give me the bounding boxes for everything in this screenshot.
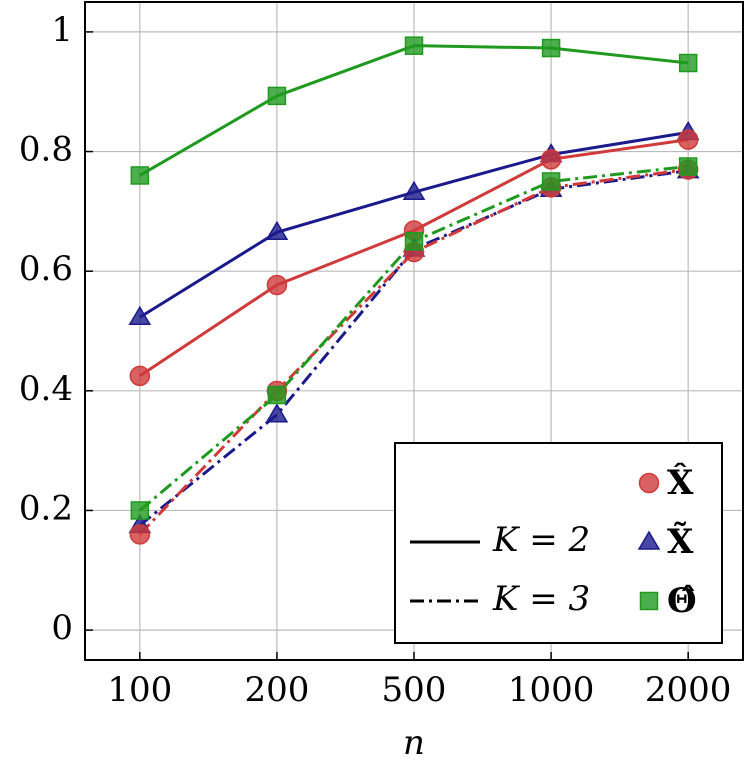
marker bbox=[265, 403, 289, 423]
marker bbox=[404, 232, 424, 251]
marker bbox=[541, 172, 561, 191]
y-tick-label: 0.8 bbox=[19, 130, 73, 170]
legend-label: K = 3 bbox=[492, 579, 590, 619]
marker bbox=[638, 472, 660, 494]
marker bbox=[265, 220, 289, 241]
x-tick-label: 500 bbox=[382, 670, 447, 710]
plot-frame bbox=[84, 1, 744, 661]
marker bbox=[266, 274, 288, 296]
x-tick-label: 2000 bbox=[645, 670, 732, 710]
marker bbox=[678, 157, 698, 176]
y-tick-label: 0 bbox=[51, 608, 73, 648]
marker bbox=[267, 86, 287, 106]
marker bbox=[541, 38, 561, 58]
marker bbox=[678, 53, 698, 73]
x-axis-label: n bbox=[403, 723, 425, 763]
y-tick-label: 1 bbox=[51, 10, 73, 50]
marker bbox=[677, 129, 699, 150]
x-tick-label: 200 bbox=[244, 670, 309, 710]
x-tick-label: 100 bbox=[107, 670, 172, 710]
y-tick-label: 0.6 bbox=[19, 249, 73, 289]
marker bbox=[404, 36, 424, 55]
y-tick-label: 0.4 bbox=[19, 369, 73, 409]
y-tick-label: 0.2 bbox=[19, 488, 73, 528]
marker bbox=[402, 180, 426, 200]
marker bbox=[129, 365, 151, 387]
marker bbox=[540, 149, 562, 170]
legend-label: K = 2 bbox=[492, 520, 590, 560]
marker bbox=[637, 530, 661, 550]
legend-label: X̂ bbox=[667, 462, 694, 503]
marker bbox=[128, 305, 152, 325]
marker bbox=[130, 166, 150, 185]
x-tick-label: 1000 bbox=[508, 670, 595, 710]
marker bbox=[639, 591, 659, 611]
marker bbox=[267, 385, 287, 405]
marker bbox=[129, 524, 151, 545]
marker bbox=[130, 501, 150, 520]
legend-label: Θ̂ bbox=[667, 581, 697, 621]
legend-label: X̃ bbox=[667, 522, 694, 562]
